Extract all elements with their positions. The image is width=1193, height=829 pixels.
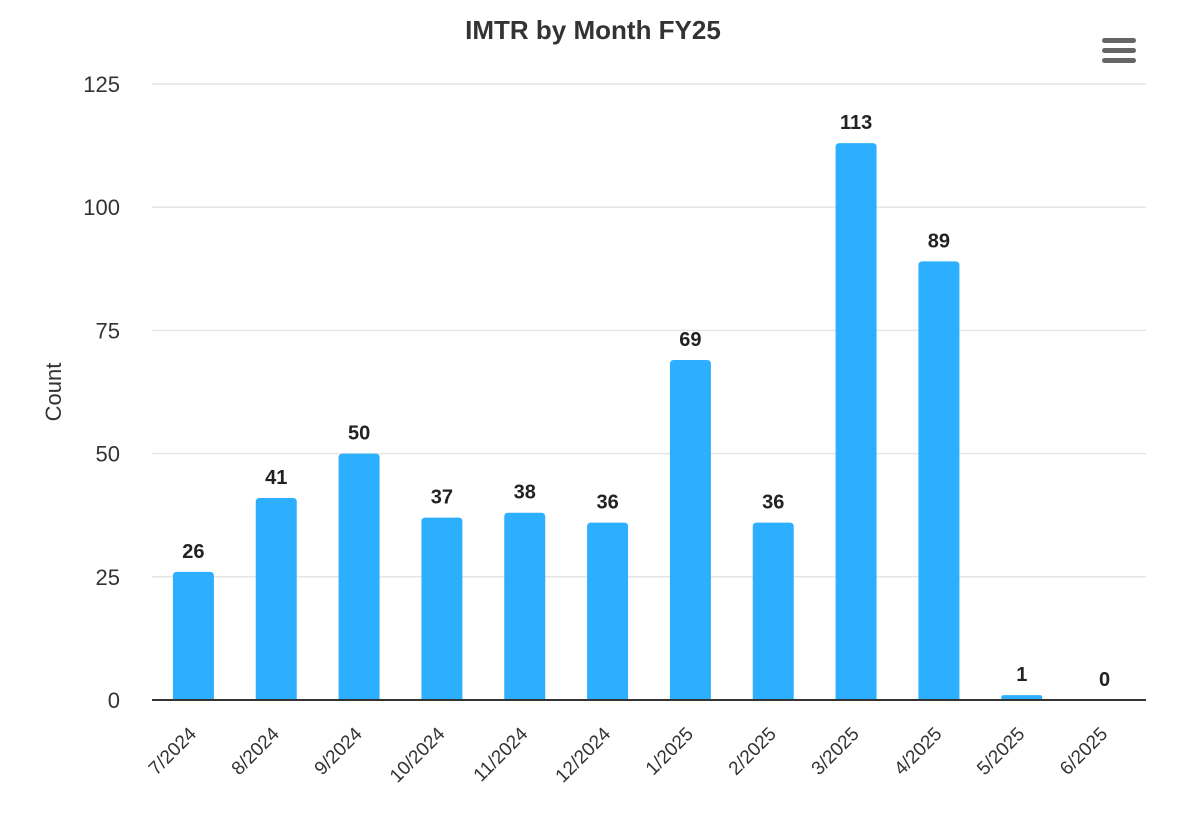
chart-title: IMTR by Month FY25 <box>465 15 721 45</box>
y-axis-label: Count <box>41 363 66 422</box>
y-axis-ticks: 0 25 50 75 100 125 <box>83 72 120 713</box>
x-tick-label: 7/2024 <box>145 723 201 779</box>
y-tick-label: 125 <box>83 72 120 97</box>
bar-10-2024[interactable] <box>421 517 463 700</box>
bar-3-2025[interactable] <box>835 143 877 701</box>
data-label: 50 <box>348 423 370 445</box>
data-label: 37 <box>431 487 453 509</box>
y-tick-label: 100 <box>83 195 120 220</box>
data-label: 0 <box>1099 669 1110 691</box>
x-tick-label: 1/2025 <box>642 724 698 780</box>
bar-4-2025[interactable] <box>918 261 960 700</box>
x-tick-label: 5/2025 <box>973 724 1029 780</box>
bar-12-2024[interactable] <box>587 522 629 700</box>
bar-5-2025[interactable] <box>1001 695 1043 700</box>
bar-8-2024[interactable] <box>255 497 297 700</box>
data-labels: 26 41 50 37 38 36 69 36 113 89 1 0 <box>182 112 1110 691</box>
bar-11-2024[interactable] <box>504 512 546 700</box>
y-tick-label: 50 <box>96 442 120 467</box>
x-tick-label: 4/2025 <box>891 724 947 780</box>
y-tick-label: 25 <box>96 565 120 590</box>
grid-lines <box>152 83 1146 578</box>
bar-series <box>172 143 1043 701</box>
bar-2-2025[interactable] <box>752 522 794 700</box>
x-tick-label: 6/2025 <box>1056 724 1112 780</box>
x-tick-label: 2/2025 <box>725 724 781 780</box>
x-tick-label: 3/2025 <box>808 724 864 780</box>
x-tick-label: 11/2024 <box>470 723 533 786</box>
data-label: 38 <box>514 482 536 504</box>
x-tick-label: 10/2024 <box>386 723 450 787</box>
bar-1-2025[interactable] <box>669 359 711 700</box>
y-tick-label: 0 <box>108 688 120 713</box>
data-label: 36 <box>762 492 784 514</box>
data-label: 89 <box>928 230 950 252</box>
x-tick-label: 12/2024 <box>552 723 616 787</box>
bar-7-2024[interactable] <box>172 571 214 700</box>
data-label: 1 <box>1016 664 1027 686</box>
data-label: 41 <box>265 467 287 489</box>
chart-menu-button[interactable] <box>1094 30 1144 72</box>
y-tick-label: 75 <box>96 318 120 343</box>
x-tick-label: 8/2024 <box>228 723 284 779</box>
data-label: 26 <box>182 541 204 563</box>
data-label: 36 <box>596 492 618 514</box>
x-axis-ticks: 7/2024 8/2024 9/2024 10/2024 11/2024 12/2024 1… <box>145 723 1112 787</box>
data-label: 69 <box>679 329 701 351</box>
x-tick-label: 9/2024 <box>311 723 367 779</box>
bar-9-2024[interactable] <box>338 453 380 700</box>
data-label: 113 <box>840 112 872 134</box>
